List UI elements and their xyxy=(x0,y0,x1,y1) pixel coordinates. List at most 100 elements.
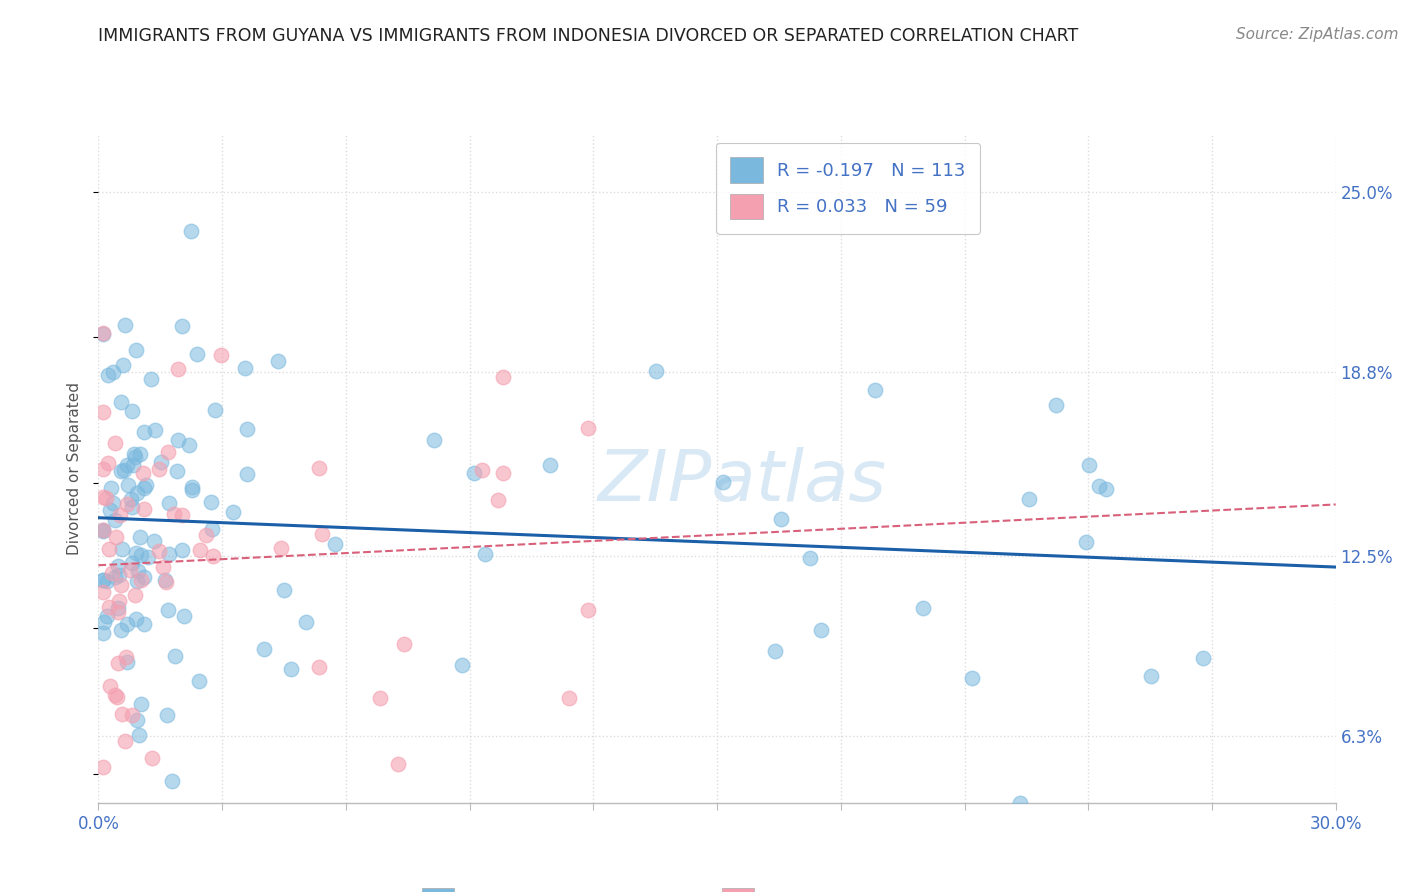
Point xyxy=(1088,479,1111,493)
Text: IMMIGRANTS FROM GUYANA VS IMMIGRANTS FROM INDONESIA DIVORCED OR SEPARATED CORREL: IMMIGRANTS FROM GUYANA VS IMMIGRANTS FRO… xyxy=(98,27,1078,45)
Point xyxy=(128,728,150,742)
Point xyxy=(180,483,202,498)
Point xyxy=(492,466,515,480)
Point xyxy=(129,447,152,461)
Point xyxy=(118,563,141,577)
Point xyxy=(188,673,211,688)
Point xyxy=(1018,492,1040,507)
Point xyxy=(267,354,290,368)
Point xyxy=(392,637,415,651)
Point xyxy=(125,486,148,500)
Point xyxy=(1074,534,1097,549)
Point xyxy=(107,605,129,619)
Point xyxy=(108,594,131,608)
Point xyxy=(863,383,886,397)
Point xyxy=(93,615,115,630)
Point xyxy=(125,545,148,559)
Point xyxy=(451,657,474,672)
Point xyxy=(253,642,276,657)
Point xyxy=(124,588,146,602)
Point xyxy=(110,623,132,637)
Point xyxy=(308,660,330,674)
Point xyxy=(474,547,496,561)
Point xyxy=(111,707,134,722)
Point xyxy=(100,481,122,495)
Point xyxy=(463,466,485,480)
Point xyxy=(91,573,114,587)
Point xyxy=(115,458,138,473)
Point xyxy=(129,573,152,587)
Point xyxy=(91,523,114,537)
Point xyxy=(1139,668,1161,682)
Point xyxy=(91,523,114,537)
Point xyxy=(134,570,156,584)
Point xyxy=(156,603,179,617)
Point xyxy=(170,542,193,557)
Point xyxy=(91,490,114,504)
Point xyxy=(134,617,156,632)
Point xyxy=(576,603,599,617)
Point xyxy=(799,550,821,565)
Point xyxy=(236,421,259,435)
Point xyxy=(104,513,127,527)
Point xyxy=(98,542,121,557)
Point xyxy=(308,461,330,475)
Point xyxy=(134,425,156,439)
Point xyxy=(107,601,129,615)
Point xyxy=(107,559,129,574)
Point xyxy=(125,713,148,727)
Point xyxy=(96,574,118,588)
Point xyxy=(111,542,134,557)
Point xyxy=(148,462,170,476)
Point xyxy=(108,508,131,522)
Point xyxy=(107,656,129,670)
Point xyxy=(105,690,128,704)
Point xyxy=(156,707,179,722)
Point xyxy=(115,649,138,664)
Point xyxy=(103,365,125,379)
Point xyxy=(1045,398,1067,412)
Point xyxy=(125,343,148,357)
Point xyxy=(180,224,202,238)
Point xyxy=(135,477,157,491)
Point xyxy=(280,662,302,676)
Point xyxy=(222,505,245,519)
Point xyxy=(143,423,166,437)
Y-axis label: Divorced or Separated: Divorced or Separated xyxy=(67,382,83,555)
Point xyxy=(912,600,935,615)
Point xyxy=(121,404,143,418)
Point xyxy=(110,464,132,478)
Point xyxy=(91,462,114,476)
Point xyxy=(156,445,179,459)
Point xyxy=(423,433,446,447)
Point xyxy=(96,609,118,624)
Point xyxy=(163,648,186,663)
Point xyxy=(186,347,208,361)
Point xyxy=(155,574,177,589)
Point xyxy=(101,566,124,580)
Point xyxy=(124,612,146,626)
Point xyxy=(209,348,232,362)
Point xyxy=(114,734,136,748)
Text: Source: ZipAtlas.com: Source: ZipAtlas.com xyxy=(1236,27,1399,42)
Point xyxy=(160,774,183,789)
Point xyxy=(172,318,194,333)
Point xyxy=(91,625,114,640)
Point xyxy=(139,372,162,386)
Point xyxy=(111,358,134,372)
Point xyxy=(115,617,138,632)
Point xyxy=(471,463,494,477)
Point xyxy=(177,437,200,451)
Point xyxy=(129,548,152,562)
Point xyxy=(110,395,132,409)
Point xyxy=(170,508,193,523)
Point xyxy=(1094,482,1116,496)
Point xyxy=(387,756,409,771)
Point xyxy=(141,751,163,765)
Point xyxy=(181,480,204,494)
Point xyxy=(91,326,114,341)
Point xyxy=(159,547,181,561)
Text: ZIPatlas: ZIPatlas xyxy=(598,447,886,516)
Point xyxy=(201,549,224,563)
Point xyxy=(166,362,188,376)
